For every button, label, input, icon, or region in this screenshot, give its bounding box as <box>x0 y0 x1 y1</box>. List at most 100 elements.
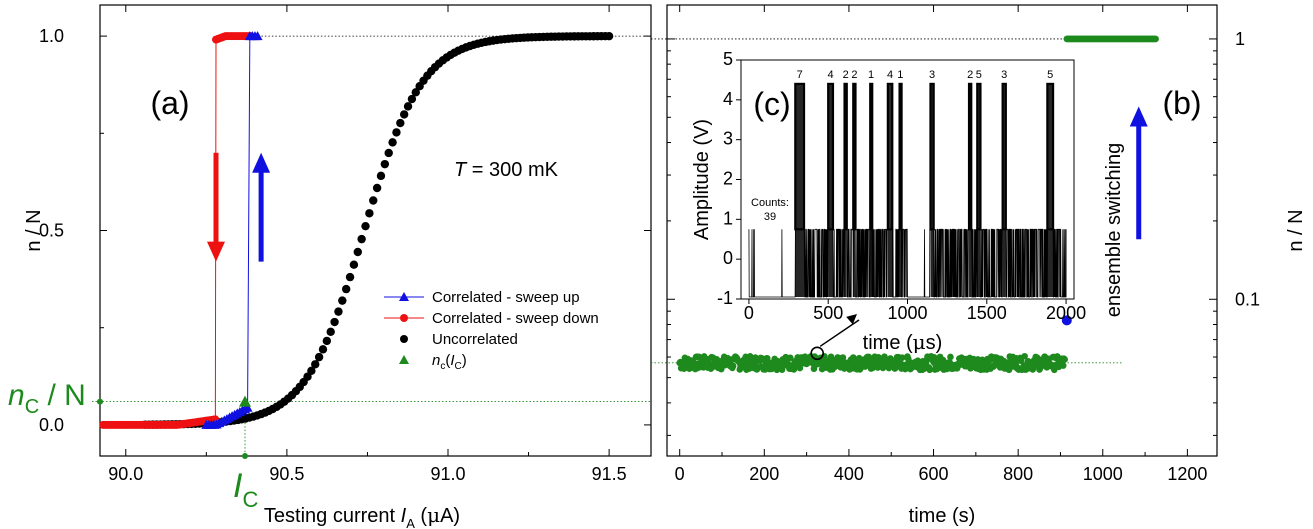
time-series-point <box>926 366 933 374</box>
x-tick-label-c: 1500 <box>967 303 1007 323</box>
y-tick-label-c: 5 <box>723 49 733 69</box>
x-tick-label-b: 400 <box>834 464 864 484</box>
ic-marker <box>242 453 248 459</box>
uncorrelated-point <box>311 360 320 369</box>
temperature-value: = 300 mK <box>466 159 558 181</box>
legend-nc-part: n <box>432 352 440 369</box>
x-tick-label-b: 800 <box>1003 464 1033 484</box>
pulse-fill <box>887 83 893 298</box>
legend-nc-part: I <box>450 352 454 369</box>
x-axis-label-c-part: s) <box>926 332 943 354</box>
uncorrelated-point <box>349 260 359 269</box>
pulse-count-label: 1 <box>897 69 903 81</box>
legend-label-nc: nc(IC) <box>432 352 467 372</box>
x-tick-label-a: 90.5 <box>269 464 304 484</box>
pulse-count-label: 1 <box>868 69 874 81</box>
sweep-up-point <box>252 31 263 41</box>
x-tick-label-a: 90.0 <box>108 464 143 484</box>
annotations <box>819 314 860 347</box>
legend-marker <box>400 335 408 343</box>
ensemble-switching-label: ensemble switching <box>1103 143 1125 318</box>
y-tick-label-c: 1 <box>723 208 733 228</box>
uncorrelated-point <box>326 327 335 336</box>
panel-b-label: (b) <box>1162 85 1201 121</box>
pulse-count-label: 5 <box>1047 69 1053 81</box>
x-axis-label-a-part: A <box>406 516 415 529</box>
time-series-point <box>729 362 737 370</box>
time-series-point <box>1059 362 1067 369</box>
x-axis-label-c: time (μs) <box>863 330 943 354</box>
x-tick-label-a: 91.0 <box>430 464 465 484</box>
x-tick-label-a: 91.5 <box>592 464 627 484</box>
time-series-point <box>1061 356 1068 363</box>
pulse-count-label: 4 <box>887 69 893 81</box>
uncorrelated-point <box>411 88 420 97</box>
nc-ic-point <box>239 395 251 407</box>
uncorrelated-point <box>388 138 397 147</box>
pulse-count-label: 3 <box>1001 69 1007 81</box>
legend-nc-part: ) <box>462 352 467 369</box>
y-tick-label-a: 1.0 <box>39 26 64 46</box>
x-axis-label-c-part: μ <box>913 330 926 354</box>
legend-marker <box>399 292 409 301</box>
pulse-fill <box>899 83 902 298</box>
x-axis-label-a-part: I <box>401 505 407 527</box>
legend-label: Uncorrelated <box>432 331 518 348</box>
pulse-count-label: 3 <box>929 69 935 81</box>
time-series-point <box>1021 352 1028 360</box>
legend-label: Correlated - sweep down <box>432 310 599 327</box>
x-tick-label-b: 0 <box>675 464 685 484</box>
time-series-point <box>898 354 906 361</box>
y-tick-label-b: 1 <box>1235 29 1245 49</box>
blue-point <box>1061 315 1072 326</box>
circled-point <box>810 346 824 361</box>
uncorrelated-point <box>392 128 401 137</box>
uncorrelated-point <box>372 183 382 193</box>
uncorrelated-point <box>341 284 351 294</box>
arrow-red-head <box>207 241 225 262</box>
x-tick-label-c: 1000 <box>887 303 927 323</box>
uncorrelated-point <box>369 196 378 205</box>
ic-label: IC <box>233 467 258 512</box>
uncorrelated-point <box>399 110 409 119</box>
uncorrelated-point <box>322 336 332 346</box>
legend-nc-part: C <box>455 361 462 372</box>
uncorrelated-point <box>407 94 417 104</box>
x-tick-label-b: 200 <box>749 464 779 484</box>
pulse-fill <box>853 83 856 298</box>
switched-point <box>1152 35 1159 43</box>
uncorrelated-point <box>303 372 312 381</box>
uncorrelated-point <box>314 352 324 362</box>
panel-a-frame <box>99 4 652 457</box>
panel-a: 90.0 90.5 91.0 91.5 0.0 0.5 1.0 Testing current… <box>8 4 652 529</box>
pulse-fill <box>1002 83 1006 298</box>
y-tick-label-c: -1 <box>717 288 733 308</box>
pulse-count-label: 7 <box>797 69 803 81</box>
uncorrelated-point <box>361 221 370 231</box>
nc-over-n-label: nC / N <box>8 379 86 418</box>
arrow-blue-b-head <box>1129 106 1148 127</box>
uncorrelated-point <box>345 272 355 282</box>
nc-sub: C <box>25 396 39 418</box>
uncorrelated-point <box>376 171 386 181</box>
x-axis-label-a: Testing current IA (μA) <box>264 503 460 529</box>
nc-marker <box>97 398 103 405</box>
legend-marker <box>400 314 408 322</box>
pulse-fill <box>844 83 847 298</box>
y-tick-label-c: 3 <box>723 129 733 149</box>
uncorrelated-point <box>357 234 366 244</box>
uncorrelated-point <box>380 159 390 169</box>
temperature-label: T = 300 mK <box>454 159 559 181</box>
y-tick-label-c: 2 <box>723 169 733 189</box>
pulse-fill <box>977 83 981 298</box>
y-tick-label-a: 0.5 <box>39 221 64 241</box>
x-tick-label-b: 1200 <box>1167 464 1207 484</box>
pulse-fill <box>930 83 934 298</box>
pointer-arrow-shaft <box>819 319 860 347</box>
x-tick-label-b: 1000 <box>1083 464 1123 484</box>
x-axis-label-a-part: A) <box>440 505 460 527</box>
x-axis-label-a-part: μ <box>427 503 440 527</box>
pulse-count-label: 2 <box>843 69 849 81</box>
